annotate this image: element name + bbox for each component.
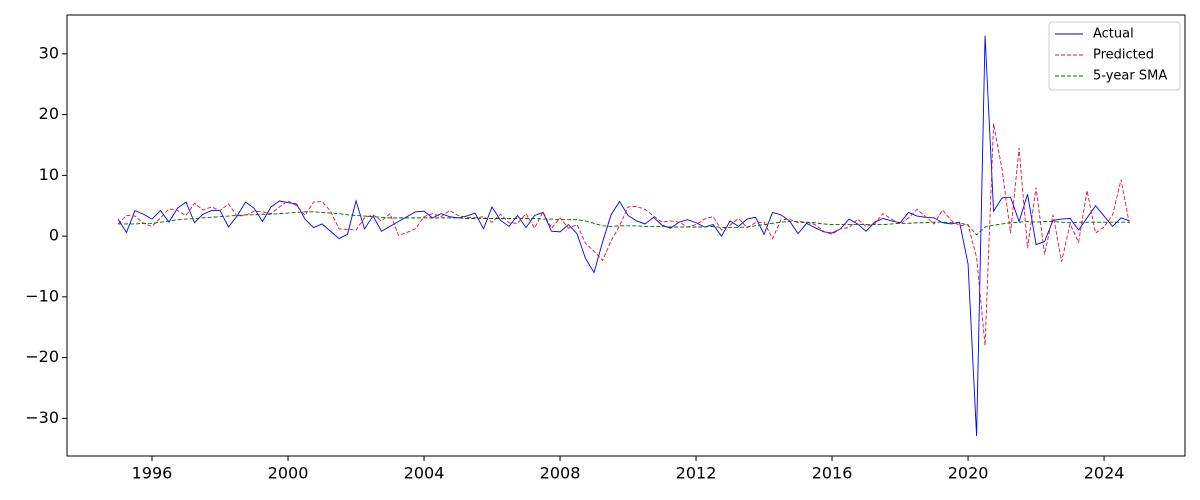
y-tick-label: 0 [49,226,59,245]
y-tick-label: 30 [39,43,59,62]
y-tick-label: −30 [25,408,59,427]
legend-label: Actual [1093,27,1134,42]
x-tick-label: 2016 [812,464,853,483]
plot-frame [66,14,1186,457]
y-tick-label: 20 [39,104,59,123]
x-tick-label: 2024 [1084,464,1125,483]
x-tick-label: 2000 [268,464,309,483]
y-tick-label: −20 [25,347,59,366]
legend-box [1048,21,1181,91]
series-line [118,211,1130,236]
x-tick-label: 2008 [540,464,581,483]
x-tick-label: 2012 [676,464,717,483]
legend-label: 5-year SMA [1093,69,1167,84]
x-tick-label: 2020 [948,464,989,483]
series-line [117,35,1130,436]
x-tick-label: 2004 [404,464,445,483]
y-tick-label: 10 [39,165,59,184]
legend-label: Predicted [1093,48,1154,63]
y-tick-label: −10 [25,286,59,305]
x-tick-label: 1996 [132,464,173,483]
series-line [117,123,1131,346]
